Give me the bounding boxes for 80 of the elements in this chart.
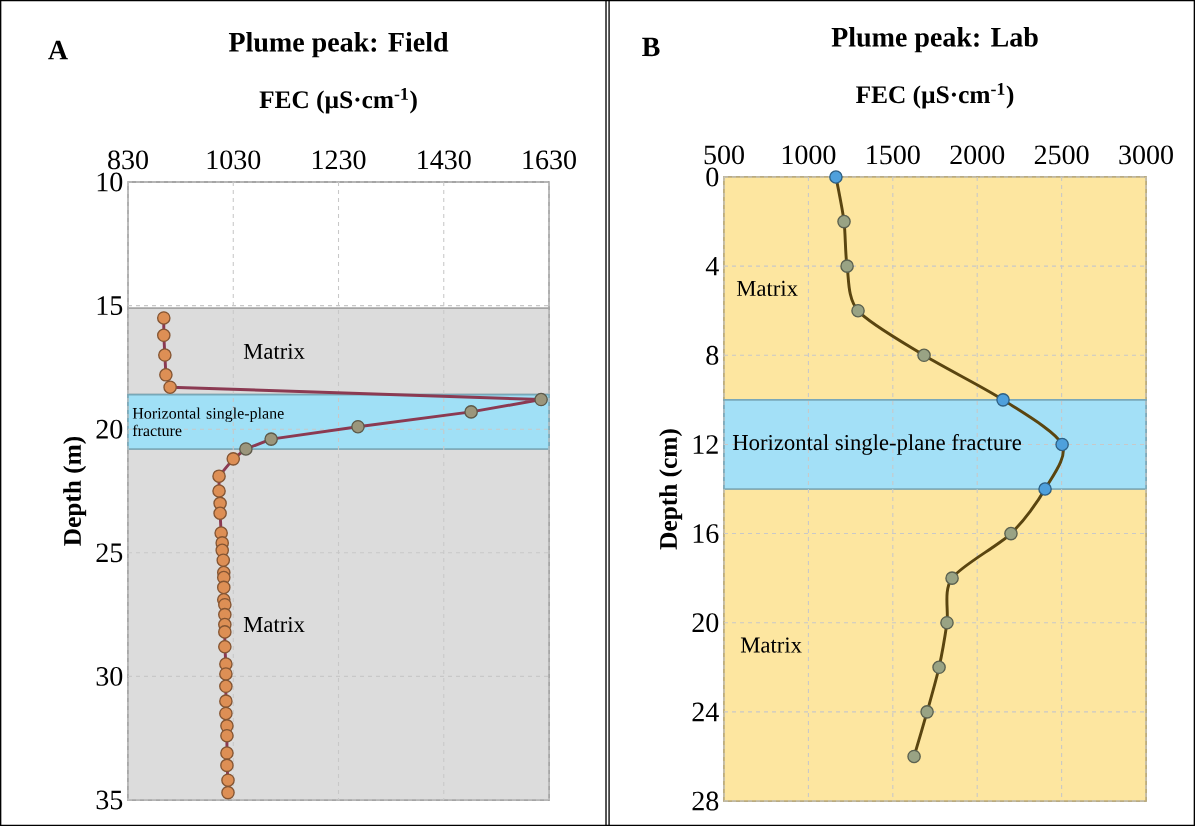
point bbox=[837, 214, 851, 229]
band-label: Matrix bbox=[243, 343, 305, 359]
point bbox=[534, 392, 548, 407]
point bbox=[840, 259, 854, 273]
y-tick-label: 28 bbox=[692, 791, 719, 811]
point bbox=[264, 432, 278, 446]
y-tick-label: 30 bbox=[96, 666, 123, 686]
x-tick-label: 1230 bbox=[312, 150, 366, 170]
point bbox=[907, 749, 921, 764]
point bbox=[945, 571, 959, 585]
x-tick-label: 2000 bbox=[950, 145, 1005, 165]
y-tick-label: 12 bbox=[693, 435, 718, 454]
x-tick-label: 830 bbox=[108, 150, 148, 170]
x-tick-label: 1030 bbox=[207, 150, 261, 170]
text: A bbox=[48, 40, 68, 60]
y-tick-label: 8 bbox=[706, 345, 719, 365]
point bbox=[159, 368, 173, 382]
point bbox=[1055, 437, 1069, 452]
x-axis-title: FEC (µS·cm$^{-1}$) bbox=[259, 87, 417, 114]
point bbox=[239, 442, 253, 456]
point bbox=[216, 580, 231, 595]
point bbox=[220, 758, 234, 773]
band-label: Horizontal single-plane fracture bbox=[732, 434, 1022, 455]
point bbox=[1004, 526, 1018, 541]
point bbox=[156, 311, 171, 325]
y-tick-label: 16 bbox=[693, 524, 719, 543]
y-tick-label: 24 bbox=[692, 702, 719, 722]
point bbox=[932, 660, 946, 675]
y-tick-label: 35 bbox=[96, 790, 123, 810]
chart-title: Plume peak: Lab bbox=[831, 26, 1038, 53]
point bbox=[920, 705, 934, 719]
point bbox=[212, 484, 226, 498]
point bbox=[829, 170, 843, 184]
y-tick-label: 20 bbox=[96, 419, 123, 439]
point bbox=[213, 506, 227, 521]
x-tick-label: 2500 bbox=[1034, 145, 1089, 165]
point bbox=[163, 380, 177, 394]
x-tick-label: 3000 bbox=[1119, 145, 1173, 165]
point bbox=[219, 694, 233, 708]
point bbox=[218, 639, 232, 654]
point bbox=[156, 328, 171, 343]
point bbox=[212, 469, 226, 483]
band-label: Matrix bbox=[243, 616, 305, 633]
chart-title: Plume peak: Field bbox=[228, 31, 449, 58]
point bbox=[219, 706, 233, 721]
y-tick-label: 25 bbox=[96, 543, 123, 563]
x-tick-label: 1000 bbox=[782, 145, 836, 165]
point bbox=[220, 728, 234, 743]
point bbox=[1038, 482, 1052, 496]
point bbox=[940, 615, 954, 630]
point bbox=[226, 452, 241, 466]
y-tick-label: 10 bbox=[97, 172, 123, 192]
point bbox=[996, 393, 1010, 407]
x-tick-label: 1500 bbox=[867, 145, 920, 165]
point bbox=[158, 348, 172, 362]
x-axis-title: FEC (µS·cm$^{-1}$) bbox=[856, 82, 1014, 109]
y-tick-label: 0 bbox=[706, 167, 719, 187]
band-label: Matrix bbox=[736, 280, 798, 297]
x-tick-label: 500 bbox=[704, 145, 744, 165]
y-tick-label: 15 bbox=[97, 296, 123, 315]
point bbox=[221, 785, 235, 800]
point bbox=[218, 625, 232, 639]
point bbox=[219, 679, 233, 694]
y-axis-title: Depth (m) bbox=[63, 436, 87, 546]
point bbox=[221, 773, 235, 788]
point bbox=[917, 348, 931, 363]
x-tick-label: 1630 bbox=[523, 150, 576, 170]
point bbox=[851, 303, 865, 318]
point bbox=[351, 419, 365, 434]
text: B bbox=[642, 37, 660, 57]
point bbox=[220, 746, 234, 760]
x-tick-label: 1430 bbox=[418, 150, 471, 170]
point bbox=[219, 667, 233, 681]
band-label: Matrix bbox=[740, 637, 802, 653]
band-label: Horizontal single-plane fracture bbox=[132, 407, 284, 437]
y-tick-label: 20 bbox=[692, 613, 719, 633]
point bbox=[464, 405, 478, 419]
y-axis-title: Depth (cm) bbox=[659, 429, 683, 550]
point bbox=[216, 553, 231, 568]
y-tick-label: 4 bbox=[705, 256, 719, 276]
